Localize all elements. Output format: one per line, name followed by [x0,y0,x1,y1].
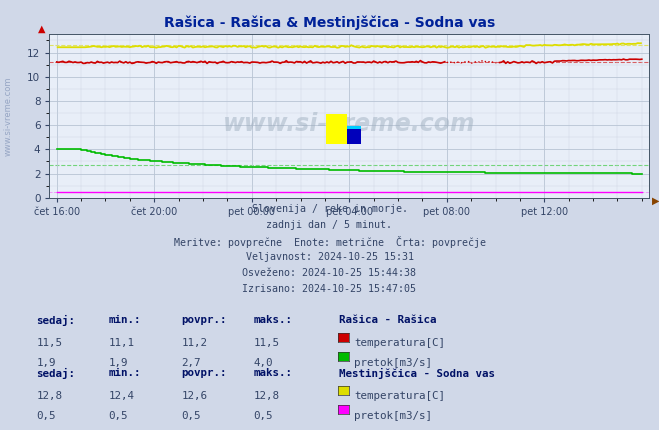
Bar [347,128,361,129]
Text: 0,5: 0,5 [254,411,273,421]
Text: povpr.:: povpr.: [181,368,227,378]
Text: temperatura[C]: temperatura[C] [354,338,445,348]
Text: Rašica - Rašica: Rašica - Rašica [339,315,437,325]
Text: pretok[m3/s]: pretok[m3/s] [354,358,432,368]
Text: 1,9: 1,9 [109,358,129,368]
Bar [326,114,347,144]
Text: Izrisano: 2024-10-25 15:47:05: Izrisano: 2024-10-25 15:47:05 [243,284,416,294]
Text: sedaj:: sedaj: [36,315,75,326]
Text: 12,4: 12,4 [109,391,134,401]
Text: min.:: min.: [109,368,141,378]
Text: sedaj:: sedaj: [36,368,75,379]
Text: povpr.:: povpr.: [181,315,227,325]
Text: maks.:: maks.: [254,368,293,378]
Text: Osveženo: 2024-10-25 15:44:38: Osveženo: 2024-10-25 15:44:38 [243,268,416,278]
Text: 0,5: 0,5 [36,411,56,421]
Text: pretok[m3/s]: pretok[m3/s] [354,411,432,421]
Text: 11,5: 11,5 [36,338,62,348]
Text: 0,5: 0,5 [109,411,129,421]
Bar [347,128,361,144]
Text: www.si-vreme.com: www.si-vreme.com [4,77,13,156]
Text: min.:: min.: [109,315,141,325]
Bar [347,126,361,144]
Text: temperatura[C]: temperatura[C] [354,391,445,401]
Text: www.si-vreme.com: www.si-vreme.com [223,112,476,136]
Text: Slovenija / reke in morje.: Slovenija / reke in morje. [252,204,407,214]
Text: Rašica - Rašica & Mestinjščica - Sodna vas: Rašica - Rašica & Mestinjščica - Sodna v… [164,15,495,30]
Text: zadnji dan / 5 minut.: zadnji dan / 5 minut. [266,220,393,230]
Text: Meritve: povprečne  Enote: metrične  Črta: povprečje: Meritve: povprečne Enote: metrične Črta:… [173,236,486,248]
Text: maks.:: maks.: [254,315,293,325]
Text: ▲: ▲ [38,24,46,34]
Text: 12,6: 12,6 [181,391,207,401]
Text: 2,7: 2,7 [181,358,201,368]
Text: 4,0: 4,0 [254,358,273,368]
Text: 1,9: 1,9 [36,358,56,368]
Text: 12,8: 12,8 [254,391,279,401]
Text: 11,1: 11,1 [109,338,134,348]
Text: 11,5: 11,5 [254,338,279,348]
Text: Mestinjščica - Sodna vas: Mestinjščica - Sodna vas [339,368,496,379]
Text: ▶: ▶ [652,195,659,206]
Text: 12,8: 12,8 [36,391,62,401]
Text: 0,5: 0,5 [181,411,201,421]
Text: Veljavnost: 2024-10-25 15:31: Veljavnost: 2024-10-25 15:31 [246,252,413,262]
Text: 11,2: 11,2 [181,338,207,348]
